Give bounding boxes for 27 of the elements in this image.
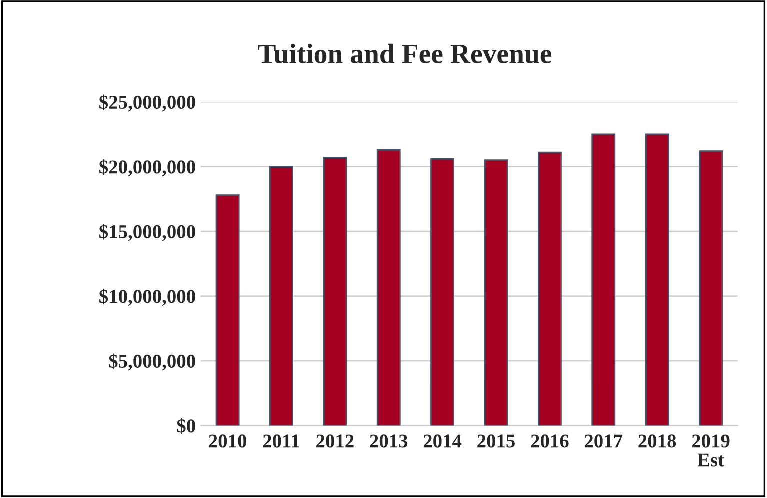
x-tick-label: 2017 <box>585 434 623 448</box>
bar <box>484 160 508 426</box>
bar <box>323 157 348 426</box>
x-tick-label: 2018 <box>638 434 676 448</box>
bar <box>216 194 240 426</box>
x-tick-label: 2014 <box>424 434 462 448</box>
chart-title: Tuition and Fee Revenue <box>258 44 552 64</box>
x-tick-label: 2013 <box>370 434 408 448</box>
bar <box>699 150 723 426</box>
x-tick-label: 2011 <box>263 434 300 448</box>
bar <box>270 166 294 426</box>
x-tick-label: 2012 <box>316 434 354 448</box>
y-tick-label: $0 <box>177 418 196 434</box>
x-tick-label: 2019 Est <box>692 434 730 467</box>
bar <box>430 158 455 426</box>
y-tick-label: $10,000,000 <box>100 288 196 306</box>
y-tick-label: $25,000,000 <box>100 94 196 112</box>
y-tick-label: $15,000,000 <box>100 224 196 242</box>
y-tick-label: $5,000,000 <box>109 354 196 371</box>
bar <box>538 152 562 426</box>
x-tick-label: 2010 <box>209 434 246 448</box>
x-tick-label: 2016 <box>531 434 569 448</box>
x-tick-label: 2015 <box>478 434 515 448</box>
bar <box>645 134 670 426</box>
bar <box>592 134 616 426</box>
bar <box>376 149 401 426</box>
y-tick-label: $20,000,000 <box>100 159 196 177</box>
